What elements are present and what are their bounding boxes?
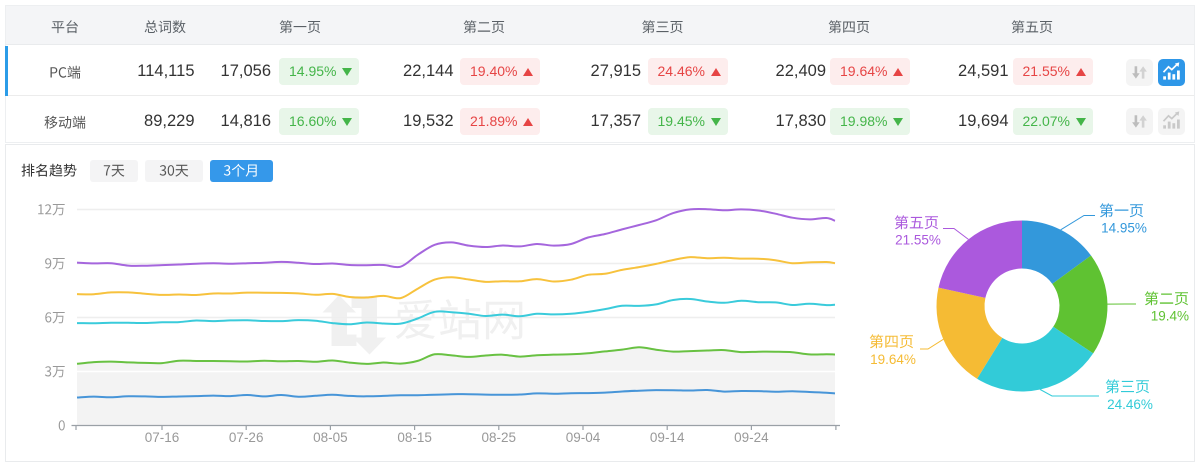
svg-text:19.64%: 19.64% <box>870 352 916 367</box>
svg-text:08-15: 08-15 <box>397 430 432 445</box>
svg-text:09-24: 09-24 <box>734 430 769 445</box>
svg-text:08-05: 08-05 <box>313 430 348 445</box>
svg-text:09-14: 09-14 <box>650 430 685 445</box>
svg-text:07-16: 07-16 <box>145 430 180 445</box>
svg-text:07-26: 07-26 <box>229 430 264 445</box>
svg-text:08-25: 08-25 <box>482 430 517 445</box>
svg-text:21.55%: 21.55% <box>895 233 941 248</box>
svg-text:14.95%: 14.95% <box>1101 221 1147 236</box>
svg-text:19.4%: 19.4% <box>1151 309 1189 324</box>
svg-text:09-04: 09-04 <box>566 430 601 445</box>
svg-text:24.46%: 24.46% <box>1107 397 1153 412</box>
